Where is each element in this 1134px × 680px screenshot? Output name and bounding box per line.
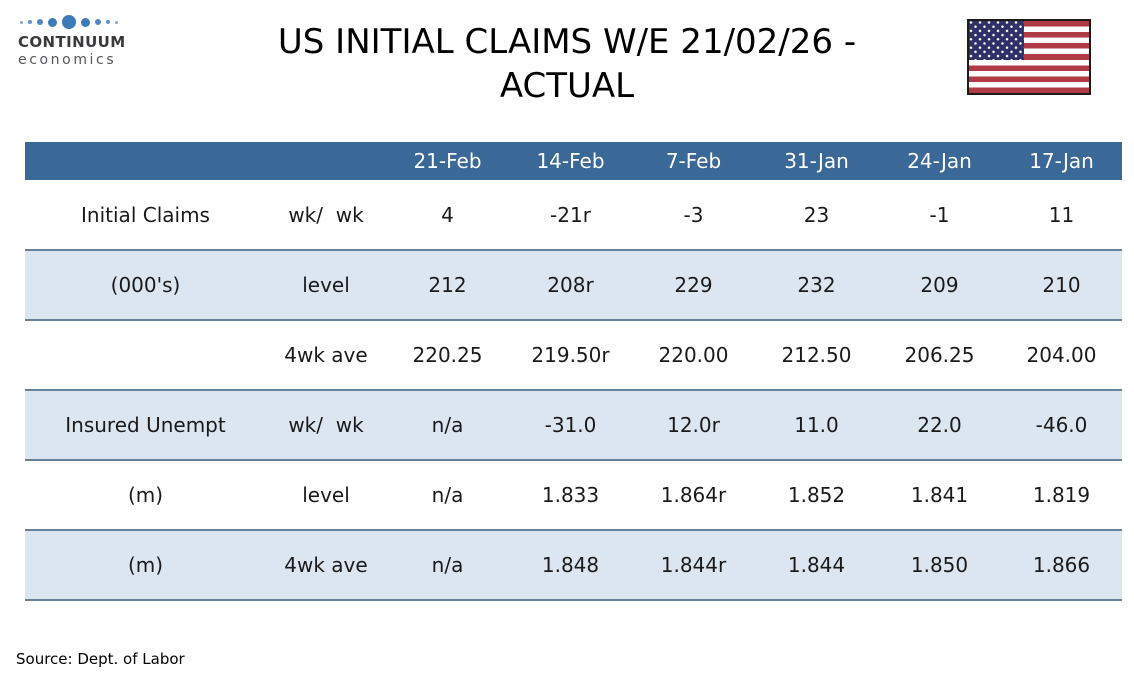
cell-value: 23	[755, 180, 878, 250]
column-header: 17-Jan	[1001, 142, 1122, 180]
cell-value: 212.50	[755, 320, 878, 390]
cell-value: 1.864r	[632, 460, 755, 530]
cell-value: 1.844	[755, 529, 878, 601]
cell-value: 212	[386, 249, 509, 321]
column-header: 24-Jan	[878, 142, 1001, 180]
page-title-line2: ACTUAL	[499, 66, 635, 107]
cell-value: 206.25	[878, 320, 1001, 390]
table-row: 4wk ave 220.25 219.50r 220.00 212.50 206.25 20…	[25, 320, 1122, 390]
cell-value: 1.850	[878, 529, 1001, 601]
cell-value: n/a	[386, 389, 509, 461]
row-measure: level	[266, 249, 386, 321]
cell-value: 4	[386, 180, 509, 250]
row-label: Initial Claims	[25, 180, 266, 250]
claims-table: 21-Feb 14-Feb 7-Feb 31-Jan 24-Jan 17-Jan Init…	[25, 142, 1122, 601]
cell-value: 209	[878, 249, 1001, 321]
brand-name: CONTINUUM	[18, 33, 126, 51]
brand-subtitle: economics	[18, 52, 117, 68]
cell-value: n/a	[386, 529, 509, 601]
cell-value: 220.00	[632, 320, 755, 390]
cell-value: 1.848	[509, 529, 632, 601]
table-row: (m) level n/a 1.833 1.864r 1.852 1.841 1.819	[25, 460, 1122, 530]
column-header: 21-Feb	[386, 142, 509, 180]
cell-value: 204.00	[1001, 320, 1122, 390]
flag-canton-stars	[969, 21, 1024, 60]
table-body: Initial Claims wk/ wk 4 -21r -3 23 -1 11 (000's)…	[25, 180, 1122, 601]
column-header: 14-Feb	[509, 142, 632, 180]
cell-value: 1.844r	[632, 529, 755, 601]
cell-value: 229	[632, 249, 755, 321]
cell-value: 11.0	[755, 389, 878, 461]
cell-value: 1.852	[755, 460, 878, 530]
cell-value: 1.833	[509, 460, 632, 530]
cell-value: -3	[632, 180, 755, 250]
cell-value: 1.819	[1001, 460, 1122, 530]
cell-value: 208r	[509, 249, 632, 321]
row-label: (m)	[25, 460, 266, 530]
cell-value: 210	[1001, 249, 1122, 321]
cell-value: -1	[878, 180, 1001, 250]
cell-value: -46.0	[1001, 389, 1122, 461]
row-measure: level	[266, 460, 386, 530]
column-header: 7-Feb	[632, 142, 755, 180]
cell-value: 1.841	[878, 460, 1001, 530]
row-label	[25, 320, 266, 390]
cell-value: 219.50r	[509, 320, 632, 390]
cell-value: 220.25	[386, 320, 509, 390]
us-flag-icon	[967, 19, 1091, 95]
page-header: CONTINUUM economics US INITIAL CLAIMS W/…	[0, 0, 1134, 142]
table-row: (m) 4wk ave n/a 1.848 1.844r 1.844 1.850 1.866	[25, 529, 1122, 601]
dots-wave-icon	[20, 14, 138, 30]
page-title-line1: US INITIAL CLAIMS W/E 21/02/26 -	[277, 22, 857, 62]
cell-value: n/a	[386, 460, 509, 530]
row-measure: wk/ wk	[266, 180, 386, 250]
row-label: (000's)	[25, 249, 266, 321]
cell-value: -31.0	[509, 389, 632, 461]
cell-value: 12.0r	[632, 389, 755, 461]
cell-value: -21r	[509, 180, 632, 250]
table-row: (000's) level 212 208r 229 232 209 210	[25, 249, 1122, 321]
cell-value: 22.0	[878, 389, 1001, 461]
cell-value: 232	[755, 249, 878, 321]
source-note: Source: Dept. of Labor	[16, 650, 185, 668]
table-header-row: 21-Feb 14-Feb 7-Feb 31-Jan 24-Jan 17-Jan	[25, 142, 1122, 180]
cell-value: 1.866	[1001, 529, 1122, 601]
row-measure: wk/ wk	[266, 389, 386, 461]
row-label: Insured Unempt	[25, 389, 266, 461]
table-row: Initial Claims wk/ wk 4 -21r -3 23 -1 11	[25, 180, 1122, 250]
table-row: Insured Unempt wk/ wk n/a -31.0 12.0r 11.0 22.…	[25, 389, 1122, 461]
row-measure: 4wk ave	[266, 320, 386, 390]
cell-value: 11	[1001, 180, 1122, 250]
row-measure: 4wk ave	[266, 529, 386, 601]
row-label: (m)	[25, 529, 266, 601]
page-title: US INITIAL CLAIMS W/E 21/02/26 - ACTUAL	[207, 20, 927, 108]
corner-header	[266, 142, 386, 180]
column-header: 31-Jan	[755, 142, 878, 180]
corner-header	[25, 142, 266, 180]
brand-logo: CONTINUUM economics	[18, 14, 138, 68]
